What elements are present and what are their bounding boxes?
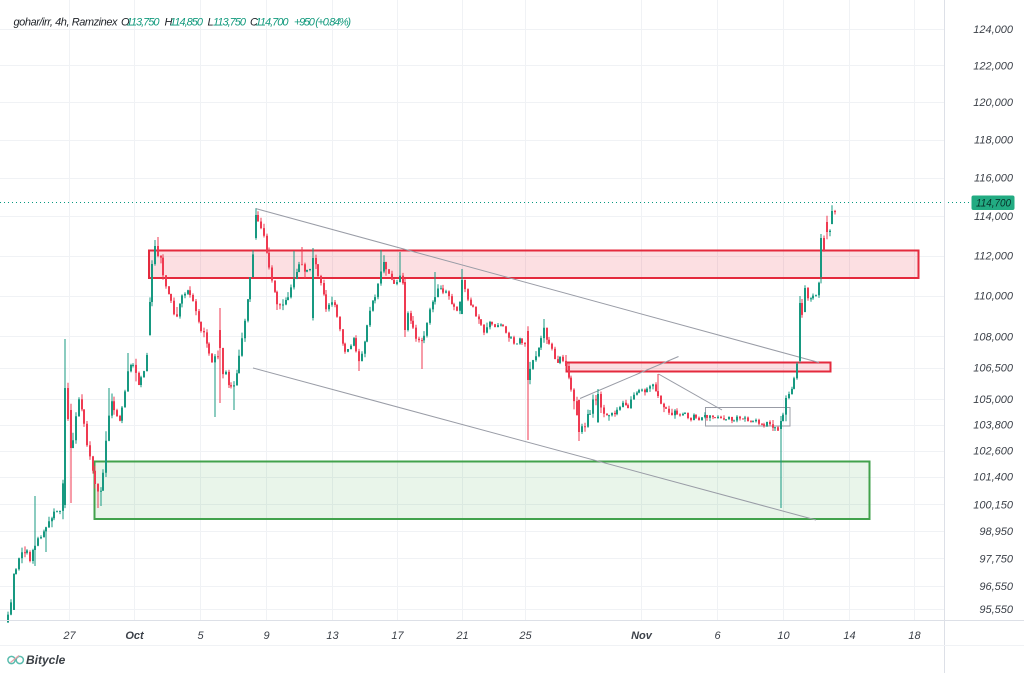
svg-text:95,550: 95,550 <box>979 604 1014 616</box>
svg-text:114,700: 114,700 <box>256 17 290 29</box>
svg-text:112,000: 112,000 <box>974 251 1014 263</box>
svg-text:114,000: 114,000 <box>974 211 1014 223</box>
svg-text:17: 17 <box>391 630 404 642</box>
svg-text:H: H <box>165 17 173 29</box>
svg-text:113,750: 113,750 <box>213 17 247 29</box>
svg-text:100,150: 100,150 <box>973 499 1014 511</box>
svg-text:L: L <box>208 17 214 29</box>
svg-text:9: 9 <box>263 630 269 642</box>
svg-text:124,000: 124,000 <box>973 24 1014 36</box>
svg-text:gohar/irr, 4h, Ramzinex: gohar/irr, 4h, Ramzinex <box>14 17 119 29</box>
svg-text:14: 14 <box>843 630 855 642</box>
svg-text:113,750: 113,750 <box>127 17 161 29</box>
svg-text:18: 18 <box>908 630 921 642</box>
svg-text:25: 25 <box>518 630 532 642</box>
svg-text:27: 27 <box>62 630 76 642</box>
svg-text:C: C <box>250 17 258 29</box>
svg-text:122,000: 122,000 <box>973 60 1014 72</box>
svg-text:102,600: 102,600 <box>973 446 1014 458</box>
svg-text:108,000: 108,000 <box>973 332 1014 344</box>
svg-text:5: 5 <box>197 630 204 642</box>
svg-text:118,000: 118,000 <box>974 135 1014 147</box>
svg-text:6: 6 <box>714 630 721 642</box>
svg-text:13: 13 <box>326 630 339 642</box>
svg-text:21: 21 <box>455 630 468 642</box>
svg-text:98,950: 98,950 <box>979 526 1014 538</box>
svg-text:+950 (+0.84%): +950 (+0.84%) <box>294 17 351 29</box>
svg-text:114,850: 114,850 <box>170 17 204 29</box>
svg-text:120,000: 120,000 <box>973 97 1014 109</box>
svg-text:106,500: 106,500 <box>973 363 1014 375</box>
svg-text:10: 10 <box>777 630 790 642</box>
svg-text:101,400: 101,400 <box>973 472 1014 484</box>
svg-text:Bitycle: Bitycle <box>26 653 66 667</box>
svg-text:96,550: 96,550 <box>979 581 1014 593</box>
svg-text:110,000: 110,000 <box>974 291 1014 303</box>
svg-text:105,000: 105,000 <box>973 394 1014 406</box>
svg-text:97,750: 97,750 <box>979 553 1014 565</box>
svg-text:114,700: 114,700 <box>976 198 1012 210</box>
svg-text:103,800: 103,800 <box>973 420 1014 432</box>
svg-text:Nov: Nov <box>631 630 653 642</box>
svg-text:116,000: 116,000 <box>974 173 1014 185</box>
svg-text:O: O <box>121 17 130 29</box>
svg-text:Oct: Oct <box>125 630 145 642</box>
